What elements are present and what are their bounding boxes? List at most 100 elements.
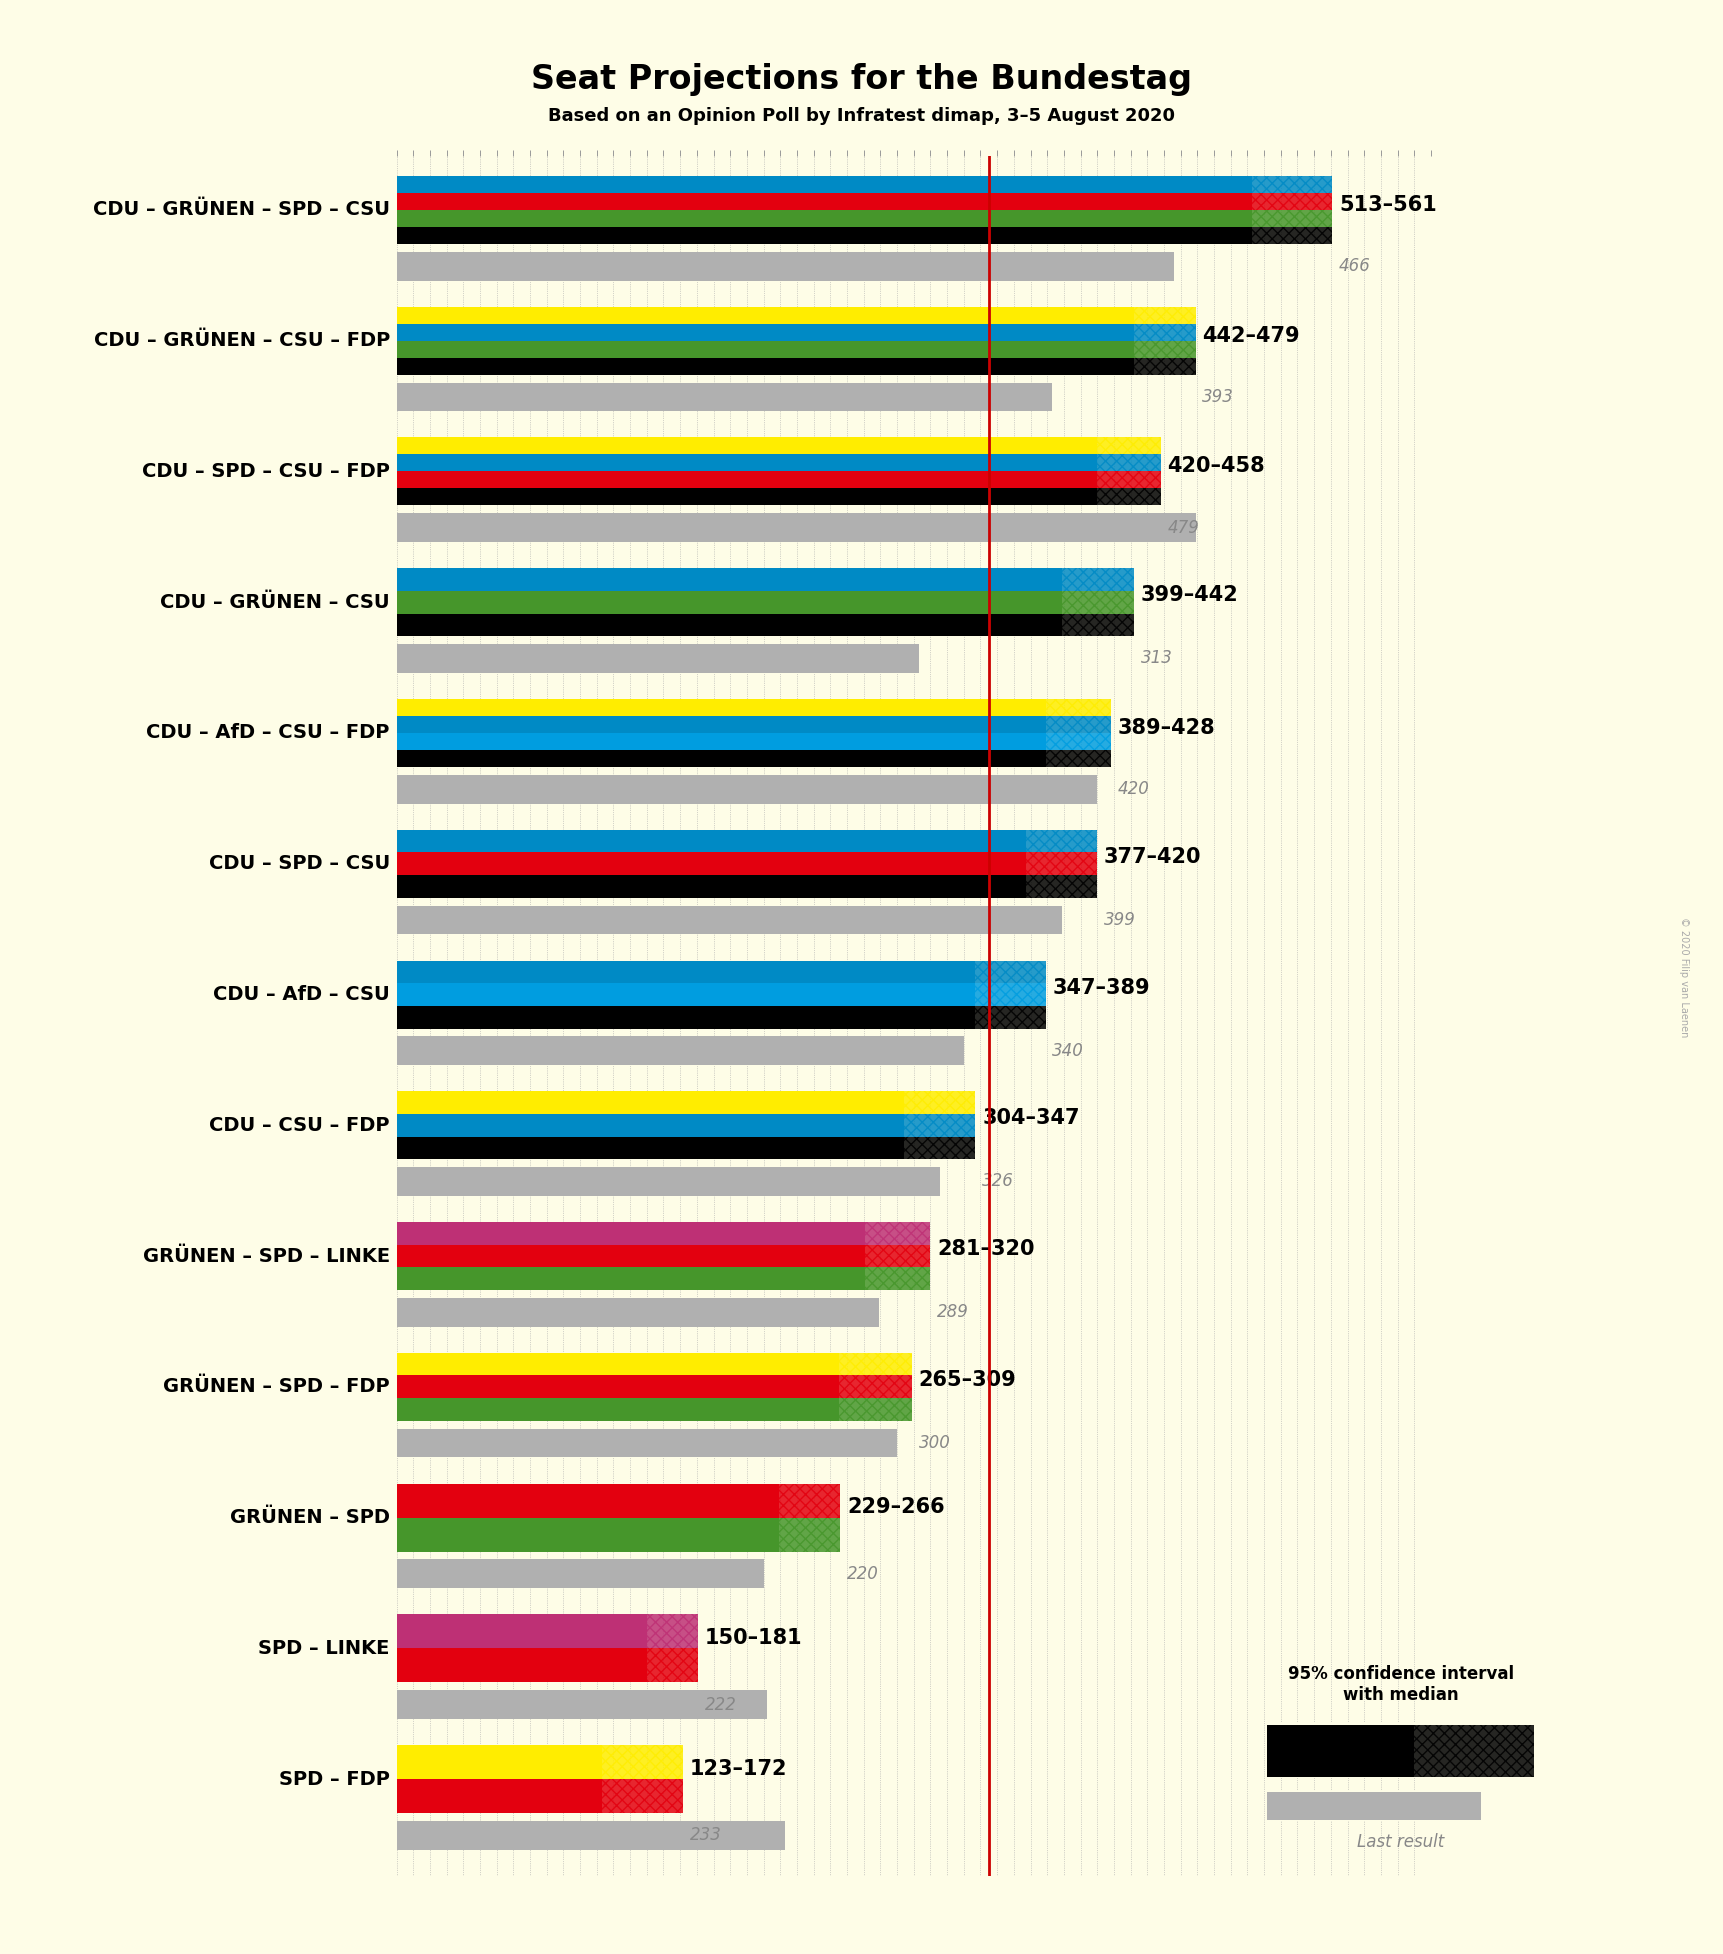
Bar (837, 1399, 911, 1421)
Text: 347–389: 347–389 (1051, 977, 1149, 998)
Bar (396, 1778, 601, 1813)
Text: 304–347: 304–347 (982, 1108, 1079, 1129)
Bar (1096, 471, 1160, 488)
Text: 377–420: 377–420 (1103, 846, 1201, 868)
Bar (396, 1821, 784, 1850)
Text: 393: 393 (1201, 389, 1234, 406)
Bar (396, 569, 1061, 590)
Text: CDU – GRÜNEN – SPD – CSU: CDU – GRÜNEN – SPD – CSU (93, 201, 389, 219)
Bar (975, 961, 1044, 983)
Bar (396, 209, 1251, 227)
Bar (396, 455, 1096, 471)
Bar (396, 1221, 865, 1245)
Bar (396, 488, 1096, 506)
Bar (903, 1090, 975, 1114)
Text: 420–458: 420–458 (1166, 457, 1265, 477)
Text: 222: 222 (705, 1696, 737, 1714)
Bar (903, 1114, 975, 1137)
Bar (396, 340, 1134, 358)
Bar (396, 645, 918, 672)
Bar (779, 1518, 839, 1551)
Text: CDU – GRÜNEN – CSU – FDP: CDU – GRÜNEN – CSU – FDP (93, 330, 389, 350)
Bar (396, 875, 1025, 897)
Bar (396, 1245, 865, 1268)
Text: 123–172: 123–172 (689, 1759, 787, 1778)
Text: © 2020 Filip van Laenen: © 2020 Filip van Laenen (1678, 916, 1689, 1038)
Bar (779, 1483, 839, 1518)
Text: 340: 340 (1051, 1041, 1084, 1059)
Text: 95% confidence interval
with median: 95% confidence interval with median (1287, 1665, 1513, 1704)
Bar (396, 700, 1044, 715)
Bar (1251, 193, 1332, 209)
Bar (396, 1114, 903, 1137)
Bar (396, 1376, 837, 1399)
Bar (975, 1006, 1044, 1028)
Bar (1251, 176, 1332, 193)
Bar (646, 1614, 698, 1649)
Text: CDU – SPD – CSU – FDP: CDU – SPD – CSU – FDP (141, 461, 389, 481)
Bar (1134, 324, 1196, 340)
Bar (1134, 358, 1196, 375)
Bar (396, 358, 1134, 375)
Text: 442–479: 442–479 (1201, 326, 1299, 346)
Text: 281–320: 281–320 (937, 1239, 1034, 1258)
Bar (396, 750, 1044, 768)
Bar (646, 1649, 698, 1682)
Bar (1251, 209, 1332, 227)
Text: 300: 300 (918, 1434, 949, 1452)
Bar (1061, 614, 1134, 637)
Text: 233: 233 (689, 1827, 722, 1845)
Bar (1134, 307, 1196, 324)
Bar (1096, 455, 1160, 471)
Bar (396, 1518, 779, 1551)
Bar (396, 905, 1061, 934)
Text: 389–428: 389–428 (1117, 717, 1215, 739)
Bar (1251, 227, 1332, 244)
Bar (1096, 438, 1160, 455)
Bar (1044, 715, 1110, 733)
Bar (396, 1399, 837, 1421)
Bar (396, 1559, 763, 1589)
Bar (396, 1137, 903, 1159)
Bar (396, 830, 1025, 852)
Bar (1134, 340, 1196, 358)
Bar (975, 983, 1044, 1006)
Bar (1061, 569, 1134, 590)
Bar (396, 961, 975, 983)
Text: CDU – GRÜNEN – CSU: CDU – GRÜNEN – CSU (160, 592, 389, 612)
Bar (396, 307, 1134, 324)
Bar (1413, 1725, 1533, 1776)
Text: SPD – FDP: SPD – FDP (279, 1770, 389, 1788)
Bar (396, 1297, 879, 1327)
Bar (865, 1245, 930, 1268)
Text: 150–181: 150–181 (705, 1628, 803, 1647)
Text: GRÜNEN – SPD: GRÜNEN – SPD (229, 1508, 389, 1528)
Bar (396, 852, 1025, 875)
Text: 466: 466 (1339, 258, 1370, 276)
Bar (396, 1036, 963, 1065)
Text: CDU – SPD – CSU: CDU – SPD – CSU (208, 854, 389, 873)
Text: Seat Projections for the Bundestag: Seat Projections for the Bundestag (531, 63, 1192, 96)
Bar (1266, 1725, 1413, 1776)
Text: GRÜNEN – SPD – LINKE: GRÜNEN – SPD – LINKE (143, 1247, 389, 1266)
Text: Based on an Opinion Poll by Infratest dimap, 3–5 August 2020: Based on an Opinion Poll by Infratest di… (548, 107, 1175, 125)
Bar (1096, 488, 1160, 506)
Text: CDU – AfD – CSU: CDU – AfD – CSU (214, 985, 389, 1004)
Text: 289: 289 (937, 1303, 968, 1321)
Bar (396, 1006, 975, 1028)
Bar (1025, 830, 1096, 852)
Bar (396, 983, 975, 1006)
Text: CDU – AfD – CSU – FDP: CDU – AfD – CSU – FDP (146, 723, 389, 743)
Bar (396, 1268, 865, 1290)
Bar (396, 614, 1061, 637)
Text: 420: 420 (1117, 780, 1149, 797)
Bar (396, 471, 1096, 488)
Text: 479: 479 (1166, 518, 1199, 537)
Text: 326: 326 (982, 1172, 1013, 1190)
Text: 313: 313 (1141, 649, 1172, 668)
Bar (1044, 700, 1110, 715)
Text: 265–309: 265–309 (918, 1370, 1017, 1389)
Text: 229–266: 229–266 (846, 1497, 944, 1518)
Bar (1061, 590, 1134, 614)
Bar (1025, 852, 1096, 875)
